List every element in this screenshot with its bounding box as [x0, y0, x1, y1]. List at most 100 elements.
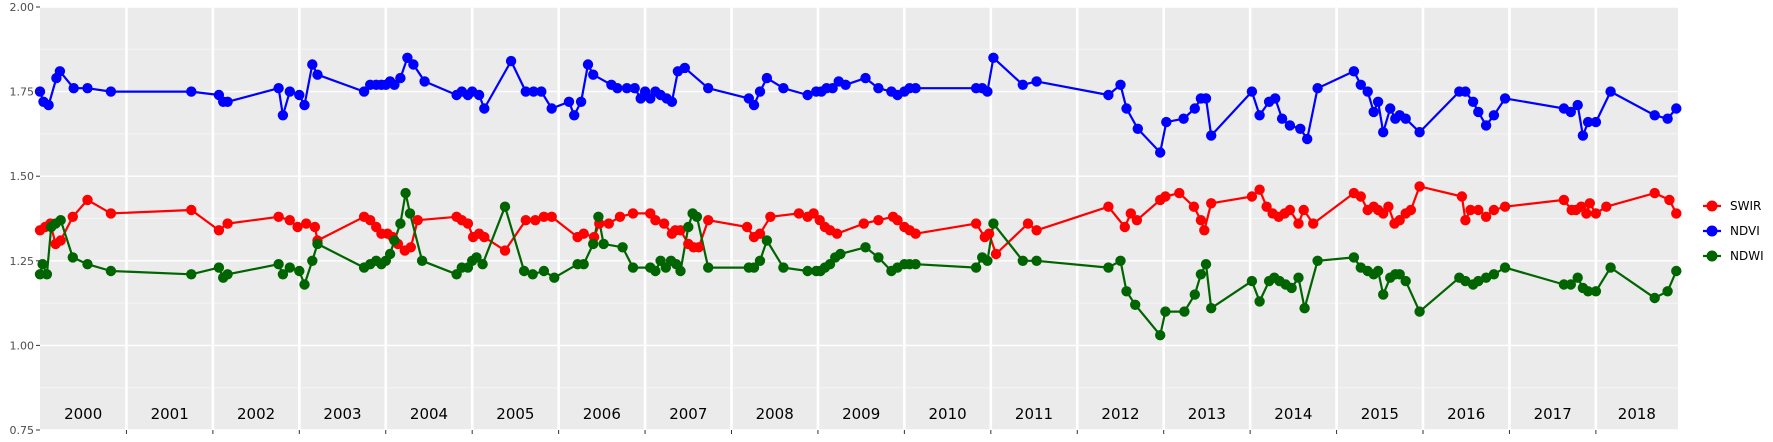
point-ndwi [82, 259, 93, 270]
point-swir [1473, 204, 1484, 216]
point-swir [1293, 218, 1304, 229]
point-ndvi [1362, 86, 1373, 97]
point-ndvi [827, 83, 838, 94]
point-swir [765, 211, 776, 222]
point-ndwi [982, 255, 993, 266]
year-label: 2016 [1447, 405, 1485, 423]
point-ndvi [1155, 147, 1166, 158]
point-ndvi [1206, 130, 1217, 141]
point-ndwi [617, 242, 628, 253]
point-ndvi [68, 83, 79, 94]
point-ndvi [1378, 127, 1389, 138]
point-ndwi [1488, 269, 1500, 280]
point-ndwi [1246, 275, 1258, 287]
point-ndwi [1160, 306, 1171, 317]
point-ndvi [395, 72, 406, 84]
point-ndvi [1276, 113, 1288, 124]
point-ndwi [213, 262, 225, 273]
point-ndvi [1189, 103, 1201, 114]
point-ndvi [703, 83, 714, 94]
point-swir [67, 211, 79, 222]
point-ndwi [627, 262, 639, 273]
point-ndvi [1480, 120, 1492, 131]
point-ndwi [1572, 272, 1583, 283]
point-ndwi [1605, 262, 1616, 273]
point-ndvi [988, 52, 999, 63]
point-ndvi [1460, 86, 1471, 97]
point-ndvi [54, 66, 66, 77]
point-ndwi [1473, 275, 1484, 287]
y-tick-label: 1.25 [10, 255, 35, 268]
point-ndvi [748, 99, 760, 111]
x-axis [125, 430, 1597, 434]
year-label: 2014 [1274, 405, 1312, 423]
point-swir [1460, 215, 1471, 226]
point-ndvi [1400, 113, 1411, 124]
point-ndwi [416, 255, 428, 266]
point-swir [284, 215, 295, 226]
year-label: 2000 [64, 405, 102, 423]
point-swir [1558, 194, 1570, 206]
point-ndvi [299, 99, 310, 111]
point-swir [858, 218, 869, 229]
point-ndwi [527, 269, 538, 280]
point-swir [405, 242, 416, 253]
point-ndwi [593, 211, 604, 222]
y-tick-label: 1.00 [10, 339, 35, 352]
point-ndvi [612, 83, 623, 94]
point-ndwi [549, 272, 560, 283]
point-ndwi [1649, 292, 1660, 304]
point-ndwi [761, 235, 773, 246]
point-swir [754, 228, 766, 239]
point-swir [1284, 204, 1296, 216]
point-ndvi [284, 86, 295, 97]
point-ndwi [578, 259, 589, 270]
point-swir [1308, 218, 1319, 229]
point-ndwi [988, 218, 999, 229]
point-ndwi [1031, 255, 1042, 266]
point-swir [1499, 201, 1511, 212]
point-ndwi [1378, 289, 1389, 300]
point-ndwi [1394, 269, 1405, 280]
point-ndwi [1590, 286, 1602, 297]
point-swir [309, 221, 321, 233]
point-ndvi [1103, 89, 1114, 101]
point-ndvi [520, 86, 531, 97]
point-ndwi [404, 208, 416, 219]
point-swir [1601, 201, 1612, 212]
point-ndvi [1161, 116, 1172, 128]
year-label: 2009 [842, 405, 880, 423]
point-swir [1480, 211, 1492, 222]
legend-label-swir: SWIR [1730, 199, 1761, 213]
point-swir [1246, 191, 1258, 202]
point-ndwi [1179, 306, 1190, 317]
y-axis: 0.75 1.00 1.25 1.50 1.75 2.00 [10, 1, 40, 437]
point-ndwi [1115, 255, 1126, 266]
point-ndwi [1155, 330, 1166, 341]
point-swir [222, 218, 233, 229]
point-swir [1119, 221, 1131, 233]
point-ndvi [222, 96, 233, 108]
point-ndvi [1031, 76, 1042, 87]
point-ndvi [873, 83, 884, 94]
point-ndvi [1178, 113, 1189, 124]
point-ndvi [307, 59, 318, 70]
point-swir [1383, 201, 1394, 212]
point-ndwi [477, 259, 488, 270]
point-ndvi [294, 89, 305, 101]
point-swir [1031, 225, 1042, 236]
point-ndwi [1189, 289, 1201, 300]
point-ndvi [1565, 106, 1577, 118]
point-swir [578, 228, 589, 239]
point-ndwi [835, 248, 846, 260]
point-ndwi [41, 269, 53, 280]
point-swir [808, 208, 819, 219]
point-swir [1590, 208, 1602, 219]
point-ndwi [1671, 265, 1682, 277]
point-ndvi [1200, 93, 1212, 104]
point-ndwi [1582, 286, 1594, 297]
point-ndwi [598, 238, 609, 250]
point-swir [1465, 204, 1476, 216]
point-ndwi [1121, 286, 1132, 297]
